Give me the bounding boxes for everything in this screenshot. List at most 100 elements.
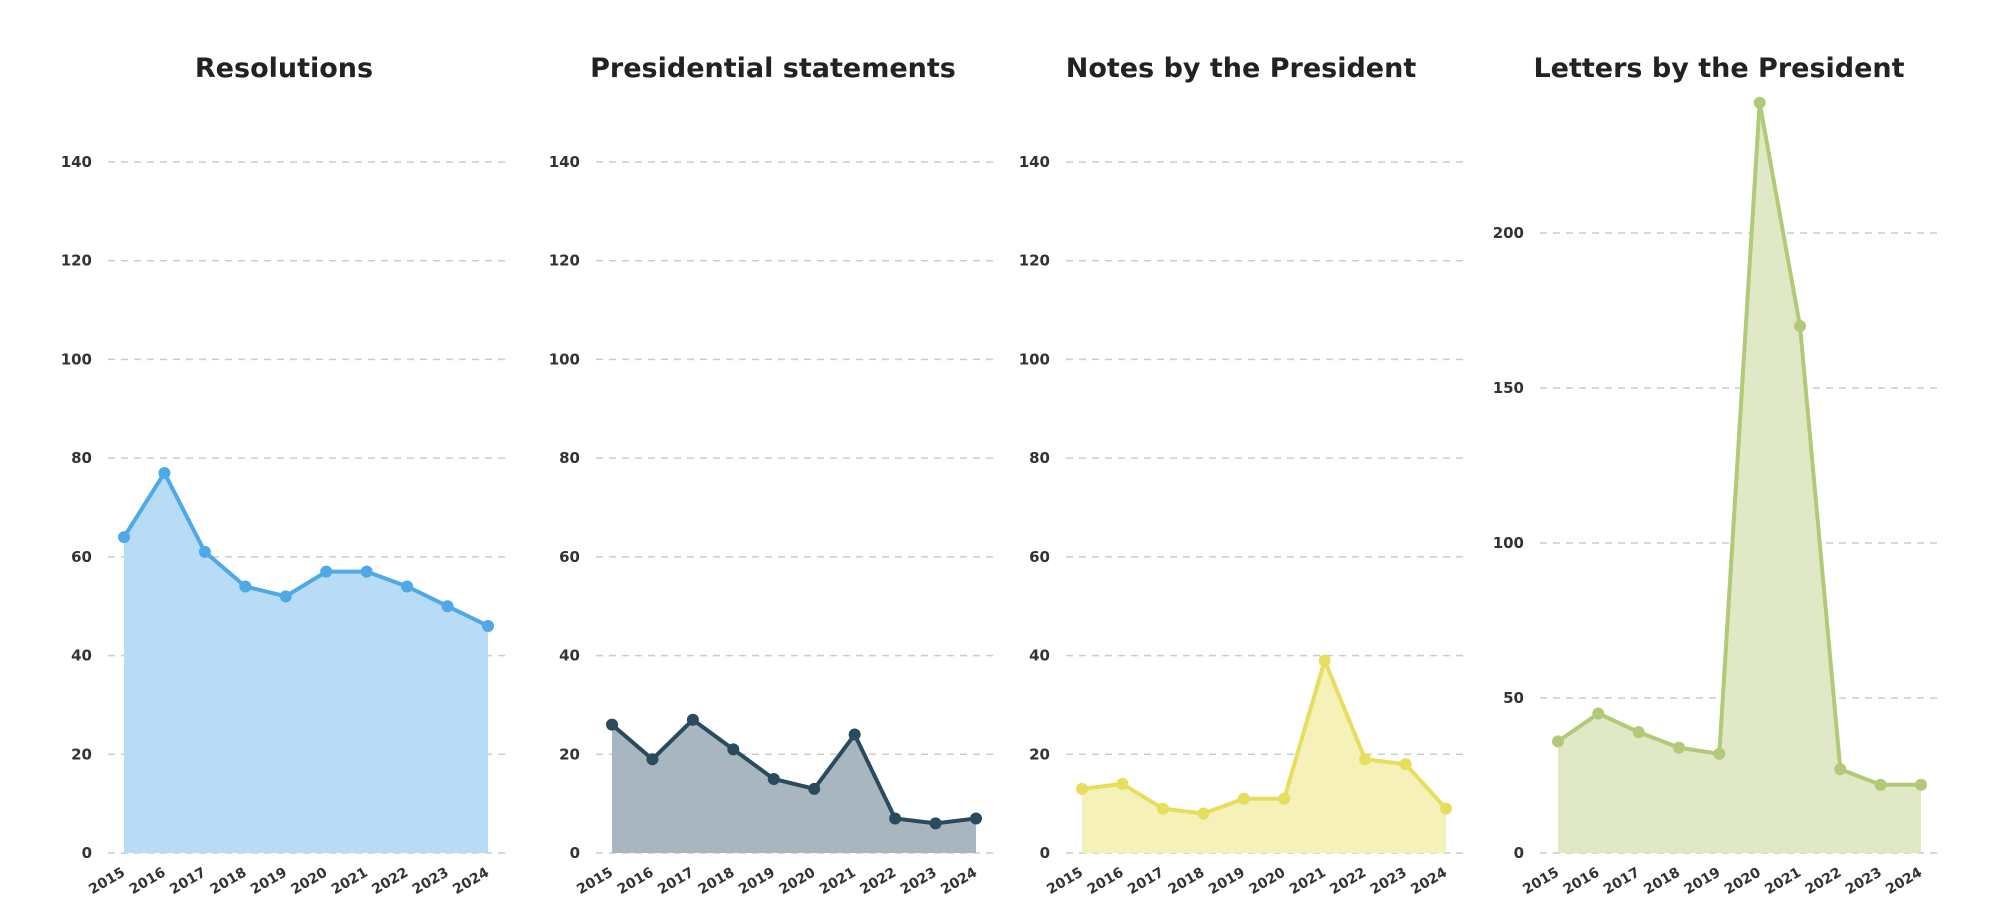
x-tick-label: 2024: [450, 864, 492, 897]
x-tick-label: 2020: [776, 864, 818, 897]
series-area: [124, 472, 488, 853]
y-tick-label: 60: [71, 548, 92, 566]
series-line: [122, 470, 490, 628]
data-point: [1359, 753, 1372, 766]
data-point: [929, 817, 942, 830]
data-point: [1794, 320, 1806, 332]
y-tick-label: 80: [559, 449, 580, 467]
x-tick-label: 2017: [167, 865, 209, 898]
chart-panel-3: Notes by the President 0 20 40 60 80 100 120 140…: [1019, 53, 1463, 898]
data-point: [646, 753, 659, 766]
chart-panel-4: Letters by the President 0 50 100 150 200 2015…: [1493, 53, 1938, 898]
data-point: [1318, 654, 1331, 667]
x-tick-label: 2022: [857, 865, 899, 898]
data-point: [441, 600, 454, 613]
data-point: [1592, 707, 1605, 720]
x-tick-label: 2021: [1762, 865, 1804, 898]
x-tick-label: 2021: [1287, 865, 1329, 898]
x-tick-label: 2019: [736, 865, 778, 898]
data-point: [1632, 726, 1645, 739]
y-tick-label: 80: [1029, 449, 1050, 467]
x-tick-label: 2019: [1682, 865, 1724, 898]
y-tick-label: 20: [71, 745, 92, 763]
y-tick-label: 0: [570, 844, 580, 862]
y-tick-label: 100: [1019, 350, 1050, 368]
y-tick-label: 120: [1019, 252, 1050, 270]
chart-title: Resolutions: [195, 53, 373, 84]
data-point: [198, 545, 211, 558]
data-point: [848, 728, 861, 741]
x-tick-label: 2023: [898, 865, 940, 898]
series-area: [612, 719, 976, 853]
y-tick-label: 150: [1493, 379, 1524, 397]
y-tick-label: 60: [1029, 548, 1050, 566]
series-line: [1556, 100, 1923, 787]
data-point: [482, 619, 494, 632]
data-point: [767, 772, 780, 785]
data-point: [686, 713, 699, 726]
y-tick-label: 40: [71, 647, 92, 665]
data-point: [1834, 763, 1847, 776]
data-point: [1076, 782, 1088, 795]
x-tick-label: 2024: [938, 864, 980, 897]
x-tick-label: 2023: [410, 865, 452, 898]
x-tick-label: 2018: [1641, 865, 1683, 898]
y-tick-label: 100: [61, 350, 92, 368]
x-tick-label: 2016: [615, 865, 657, 898]
x-tick-label: 2018: [208, 865, 250, 898]
x-tick-label: 2015: [1044, 865, 1086, 898]
x-tick-label: 2016: [127, 865, 169, 898]
data-point: [1915, 778, 1927, 791]
data-point: [320, 565, 333, 578]
x-tick-label: 2017: [1601, 865, 1643, 898]
x-tick-label: 2019: [248, 865, 290, 898]
series-line: [610, 717, 978, 826]
data-point: [401, 580, 414, 593]
data-point: [1278, 792, 1291, 805]
data-point: [1874, 778, 1887, 791]
y-tick-label: 50: [1503, 689, 1524, 707]
y-tick-label: 140: [61, 153, 92, 171]
series-area: [1082, 660, 1446, 853]
x-tick-label: 2024: [1408, 864, 1450, 897]
y-tick-label: 20: [1029, 745, 1050, 763]
data-point: [1753, 96, 1766, 109]
data-point: [1713, 747, 1726, 760]
x-tick-label: 2018: [1166, 865, 1208, 898]
data-point: [360, 565, 373, 578]
data-point: [1156, 802, 1169, 815]
y-tick-label: 120: [61, 252, 92, 270]
x-tick-label: 2020: [1246, 864, 1288, 897]
chart-title: Presidential statements: [590, 53, 956, 84]
data-point: [727, 743, 740, 756]
data-point: [1197, 807, 1210, 820]
data-point: [1116, 777, 1129, 790]
x-tick-label: 2016: [1085, 865, 1127, 898]
x-tick-label: 2022: [1803, 865, 1845, 898]
y-tick-label: 20: [559, 745, 580, 763]
data-point: [1673, 741, 1685, 754]
y-tick-label: 140: [1019, 153, 1050, 171]
chart-panel-2: Presidential statements 0 20 40 60 80 100 120 14…: [549, 53, 993, 898]
chart-title: Letters by the President: [1533, 53, 1904, 84]
chart-title: Notes by the President: [1066, 53, 1417, 84]
y-tick-label: 80: [71, 449, 92, 467]
x-tick-label: 2016: [1561, 865, 1603, 898]
x-tick-label: 2019: [1206, 865, 1248, 898]
x-tick-label: 2021: [817, 865, 859, 898]
y-tick-label: 100: [549, 350, 580, 368]
data-point: [970, 812, 982, 825]
data-point: [1552, 735, 1564, 748]
data-point: [808, 782, 821, 795]
x-tick-label: 2022: [1327, 865, 1369, 898]
x-tick-label: 2023: [1843, 865, 1885, 898]
x-tick-label: 2020: [288, 864, 330, 897]
data-point: [1237, 792, 1250, 805]
data-point: [889, 812, 902, 825]
series-line: [1080, 658, 1448, 816]
data-point: [1399, 758, 1412, 771]
data-point: [1440, 802, 1452, 815]
data-point: [239, 580, 252, 593]
y-tick-label: 200: [1493, 224, 1524, 242]
